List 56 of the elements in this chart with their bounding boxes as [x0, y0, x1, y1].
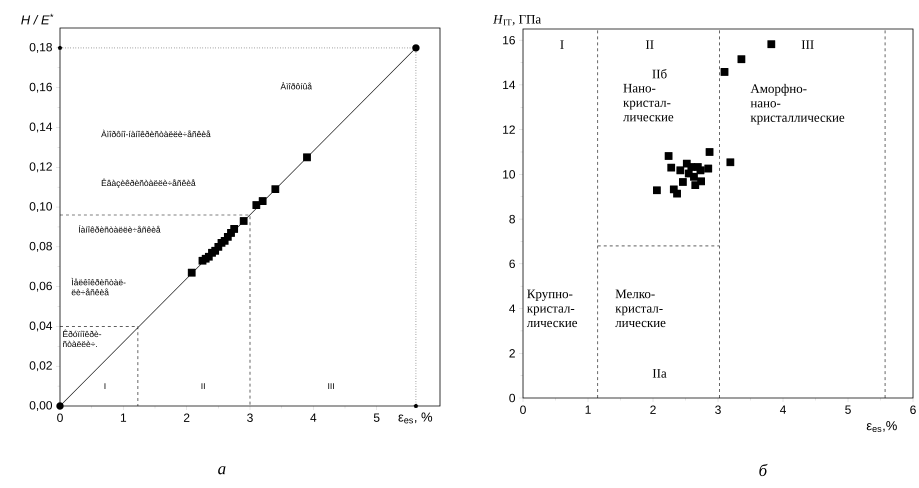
annotation: Крупно-кристал-лические: [526, 290, 578, 328]
y-tick-label: 0,18: [30, 42, 52, 53]
annotation: III: [802, 40, 814, 49]
x-tick-label: 1: [586, 406, 591, 414]
annotation: Ìåëêîêðèñòàë-ëè÷åñêèå: [71, 278, 126, 296]
y-tick-label: 2: [509, 349, 515, 358]
y-tick-label: 0,04: [30, 321, 52, 332]
text: а: [218, 466, 226, 474]
annotation: Àìîðôíûå: [280, 82, 312, 90]
x-tick-label: 0: [57, 414, 63, 422]
annotation: I: [104, 383, 106, 390]
x-tick-label: 4: [780, 406, 786, 414]
x-tick-label: 1: [120, 414, 126, 422]
x-tick-label: 2: [184, 414, 190, 422]
x-tick-label: 5: [845, 406, 851, 414]
x-tick-label: 2: [650, 406, 656, 414]
annotation: II: [202, 383, 205, 390]
annotation: IIа: [652, 369, 667, 378]
x-tick-label: 0: [520, 406, 526, 414]
y-tick-label: 16: [503, 36, 515, 44]
y-tick-label: 4: [509, 304, 516, 313]
y-tick-label: 14: [503, 80, 516, 90]
annotation: Êðóïíîêðè-ñòàëëè÷.: [63, 330, 102, 348]
y-axis-title: H / E$^{*}$: [21, 14, 54, 24]
y-tick-label: 0,14: [30, 122, 52, 132]
x-tick-label: 3: [247, 414, 253, 422]
x-tick-label: 6: [910, 406, 916, 414]
annotation: III: [328, 383, 334, 390]
x-tick-label: 4: [310, 414, 316, 422]
y-tick-label: 0,06: [30, 282, 52, 292]
y-tick-label: 0: [509, 394, 516, 402]
annotation: Аморфно-нано-кристаллические: [750, 84, 844, 124]
text: б: [759, 464, 768, 476]
x-axis-title: ε$_{es}$, %: [398, 412, 432, 424]
y-tick-label: 8: [509, 214, 515, 224]
y-tick-label: 0,08: [30, 242, 52, 252]
x-axis-title: ε$_{es}$,%: [866, 421, 897, 432]
annotation: II: [646, 40, 654, 49]
annotation: Íàíîêðèñòàëëè÷åñêèå: [78, 225, 161, 233]
annotation: I: [560, 40, 564, 49]
y-axis-title: H$_{IT}$, ГПа: [492, 15, 541, 26]
annotation: Àìîðôíî-íàíîêðèñòàëëè÷åñêèå: [101, 130, 211, 138]
x-tick-label: 3: [715, 406, 721, 414]
annotation: Êâàçèêðèñòàëëè÷åñêèå: [102, 178, 196, 188]
y-tick-label: 0,10: [30, 202, 52, 212]
y-tick-label: 10: [503, 170, 516, 179]
annotation: Мелко-кристал-лические: [615, 290, 666, 328]
y-tick-label: 6: [509, 260, 515, 268]
annotation: IIб: [652, 69, 667, 78]
y-tick-label: 12: [503, 125, 515, 134]
annotation: Нано-кристал-лические: [623, 84, 674, 122]
y-tick-label: 0,02: [30, 361, 52, 372]
y-tick-label: 0,16: [30, 82, 52, 93]
y-tick-label: 0,00: [30, 401, 52, 411]
y-tick-label: 0,12: [30, 162, 52, 172]
x-tick-label: 5: [374, 414, 380, 422]
